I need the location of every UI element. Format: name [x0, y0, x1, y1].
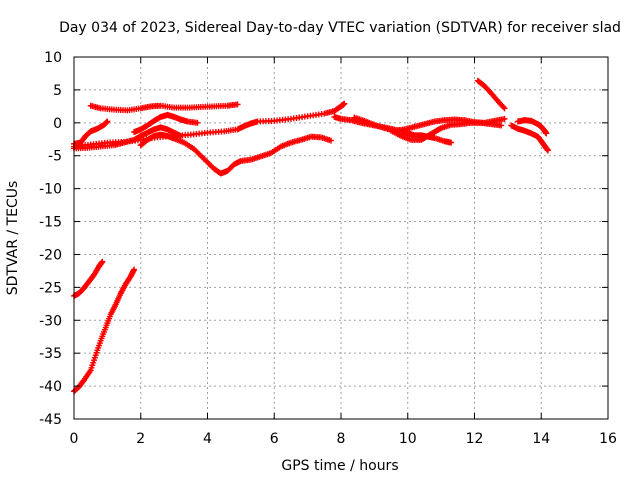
data-point-marker [234, 101, 241, 108]
data-point-marker [131, 266, 138, 273]
data-point-marker [500, 104, 507, 111]
data-point-marker [327, 137, 334, 144]
y-tick-label: -35 [39, 346, 62, 362]
series-arc-fourteen [508, 122, 551, 154]
data-point-marker [341, 100, 348, 107]
x-tick-label: 8 [337, 431, 346, 447]
y-axis-ticks: 10 5 0 -5 -10 -15 -20 -25 -30 -35 -40 -45 [39, 50, 608, 428]
y-tick-label: -30 [39, 313, 62, 329]
y-tick-label: -20 [39, 247, 62, 263]
y-tick-label: -15 [39, 215, 62, 231]
data-point-marker [501, 115, 508, 122]
y-tick-label: 10 [44, 50, 62, 66]
series-arc-dip [137, 131, 334, 177]
series-layer [71, 77, 551, 395]
grid [74, 57, 608, 419]
data-point-marker [448, 139, 455, 146]
x-tick-label: 4 [203, 431, 212, 447]
y-axis-label: SDTVAR / TECUs [5, 181, 21, 296]
chart-title: Day 034 of 2023, Sidereal Day-to-day VTE… [59, 20, 621, 36]
data-point-marker [501, 105, 508, 112]
series-arc-ten-low [388, 119, 505, 143]
x-tick-label: 10 [399, 431, 417, 447]
x-tick-label: 2 [136, 431, 145, 447]
data-point-marker [544, 147, 551, 154]
y-tick-label: -5 [48, 149, 62, 165]
series-arc-left-rise [71, 118, 111, 147]
series-arc-peak-twelve [474, 77, 508, 112]
y-tick-label: -10 [39, 182, 62, 198]
x-tick-label: 0 [70, 431, 79, 447]
x-tick-label: 6 [270, 431, 279, 447]
data-point-marker [104, 118, 111, 125]
x-tick-label: 14 [532, 431, 550, 447]
y-tick-label: -25 [39, 280, 62, 296]
series-arc-mid-flat [71, 100, 348, 150]
y-tick-label: -45 [39, 412, 62, 428]
series-arc-low-b [71, 266, 138, 395]
y-tick-label: -40 [39, 379, 62, 395]
x-tick-label: 12 [466, 431, 484, 447]
data-point-marker [99, 258, 106, 265]
series-arc-fourteen-b [514, 117, 550, 137]
x-axis-label: GPS time / hours [281, 458, 398, 474]
data-point-marker [498, 122, 505, 129]
x-axis-ticks: 0 2 4 6 8 10 12 14 16 [70, 57, 617, 447]
y-tick-label: 0 [53, 116, 62, 132]
series-arc-bump [131, 111, 201, 136]
data-point-marker [543, 130, 550, 137]
y-tick-label: 5 [53, 83, 62, 99]
series-arc-low-a [71, 258, 106, 299]
x-tick-label: 16 [599, 431, 617, 447]
series-arc-top [87, 101, 241, 114]
data-point-marker [194, 119, 201, 126]
